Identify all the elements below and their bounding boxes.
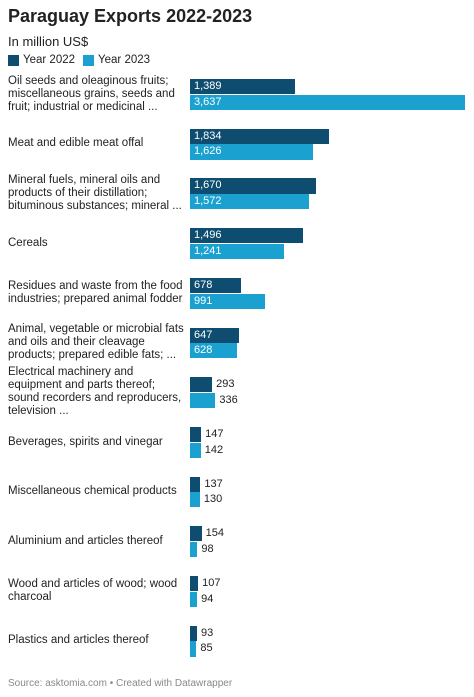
value-label: 991	[194, 294, 213, 307]
category-label: Mineral fuels, mineral oils and products…	[8, 174, 182, 213]
value-label: 85	[200, 642, 213, 655]
bar	[190, 492, 200, 508]
bar	[190, 343, 238, 359]
value-label: 107	[202, 577, 221, 589]
value-label: 1,496	[194, 229, 222, 242]
category-label: Cereals	[8, 236, 48, 249]
source-note: Source: asktomia.com • Created with Data…	[8, 678, 233, 689]
bar	[190, 327, 239, 343]
value-label: 98	[201, 543, 214, 555]
bar	[190, 576, 199, 592]
bar	[190, 591, 198, 607]
value-label: 1,572	[194, 195, 222, 208]
bar	[190, 542, 198, 558]
value-label: 93	[201, 626, 214, 639]
category-label: Miscellaneous chemical products	[8, 485, 177, 498]
legend-item: Year 2023	[83, 54, 150, 66]
legend-label: Year 2022	[23, 54, 76, 66]
value-label: 3,637	[194, 95, 222, 108]
category-label: Plastics and articles thereof	[8, 634, 149, 647]
value-label: 336	[219, 393, 238, 406]
category-label: Meat and edible meat offal	[8, 137, 144, 150]
value-label: 137	[204, 477, 223, 490]
value-label: 1,834	[194, 129, 222, 142]
bar	[190, 277, 242, 293]
legend: Year 2022 Year 2023	[8, 54, 150, 66]
category-label: Beverages, spirits and vinegar	[8, 435, 163, 448]
value-label: 147	[205, 427, 224, 440]
bar	[190, 641, 197, 657]
legend-label: Year 2023	[98, 54, 151, 66]
category-label: Animal, vegetable or microbial fats and …	[8, 323, 184, 362]
bar	[190, 144, 313, 160]
bar	[190, 526, 202, 542]
legend-swatch	[8, 54, 19, 66]
bar	[190, 79, 296, 95]
value-label: 678	[194, 278, 213, 291]
bar	[190, 625, 198, 641]
legend-item: Year 2022	[8, 54, 75, 66]
bar	[190, 293, 265, 309]
value-label: 647	[194, 328, 213, 341]
value-label: 1,241	[194, 244, 222, 257]
category-label: Aluminium and articles thereof	[8, 534, 163, 547]
category-label: Residues and waste from the food industr…	[8, 279, 183, 305]
bar	[190, 128, 329, 144]
bar	[190, 476, 201, 492]
bar	[190, 178, 317, 194]
category-label: Electrical machinery and equipment and p…	[8, 366, 182, 418]
value-label: 1,626	[194, 145, 222, 158]
value-label: 1,670	[194, 179, 222, 192]
bar	[190, 243, 284, 259]
value-label: 628	[194, 344, 213, 357]
value-label: 94	[201, 592, 214, 605]
value-label: 293	[216, 378, 235, 391]
category-label: Wood and articles of wood; wood charcoal	[8, 578, 178, 604]
value-label: 130	[203, 493, 223, 506]
bar	[190, 228, 304, 244]
bar	[190, 377, 213, 393]
chart-title: Paraguay Exports 2022-2023	[8, 6, 253, 26]
bar	[190, 426, 202, 443]
value-label: 1,389	[194, 80, 222, 92]
value-label: 142	[204, 443, 224, 456]
bar	[190, 94, 465, 110]
legend-swatch	[83, 54, 95, 66]
category-label: Oil seeds and oleaginous fruits; miscell…	[8, 74, 175, 113]
bar	[190, 442, 201, 458]
chart-subtitle: In million US$	[8, 34, 89, 49]
bar	[190, 392, 216, 409]
value-label: 154	[205, 527, 224, 540]
bar	[190, 194, 309, 210]
